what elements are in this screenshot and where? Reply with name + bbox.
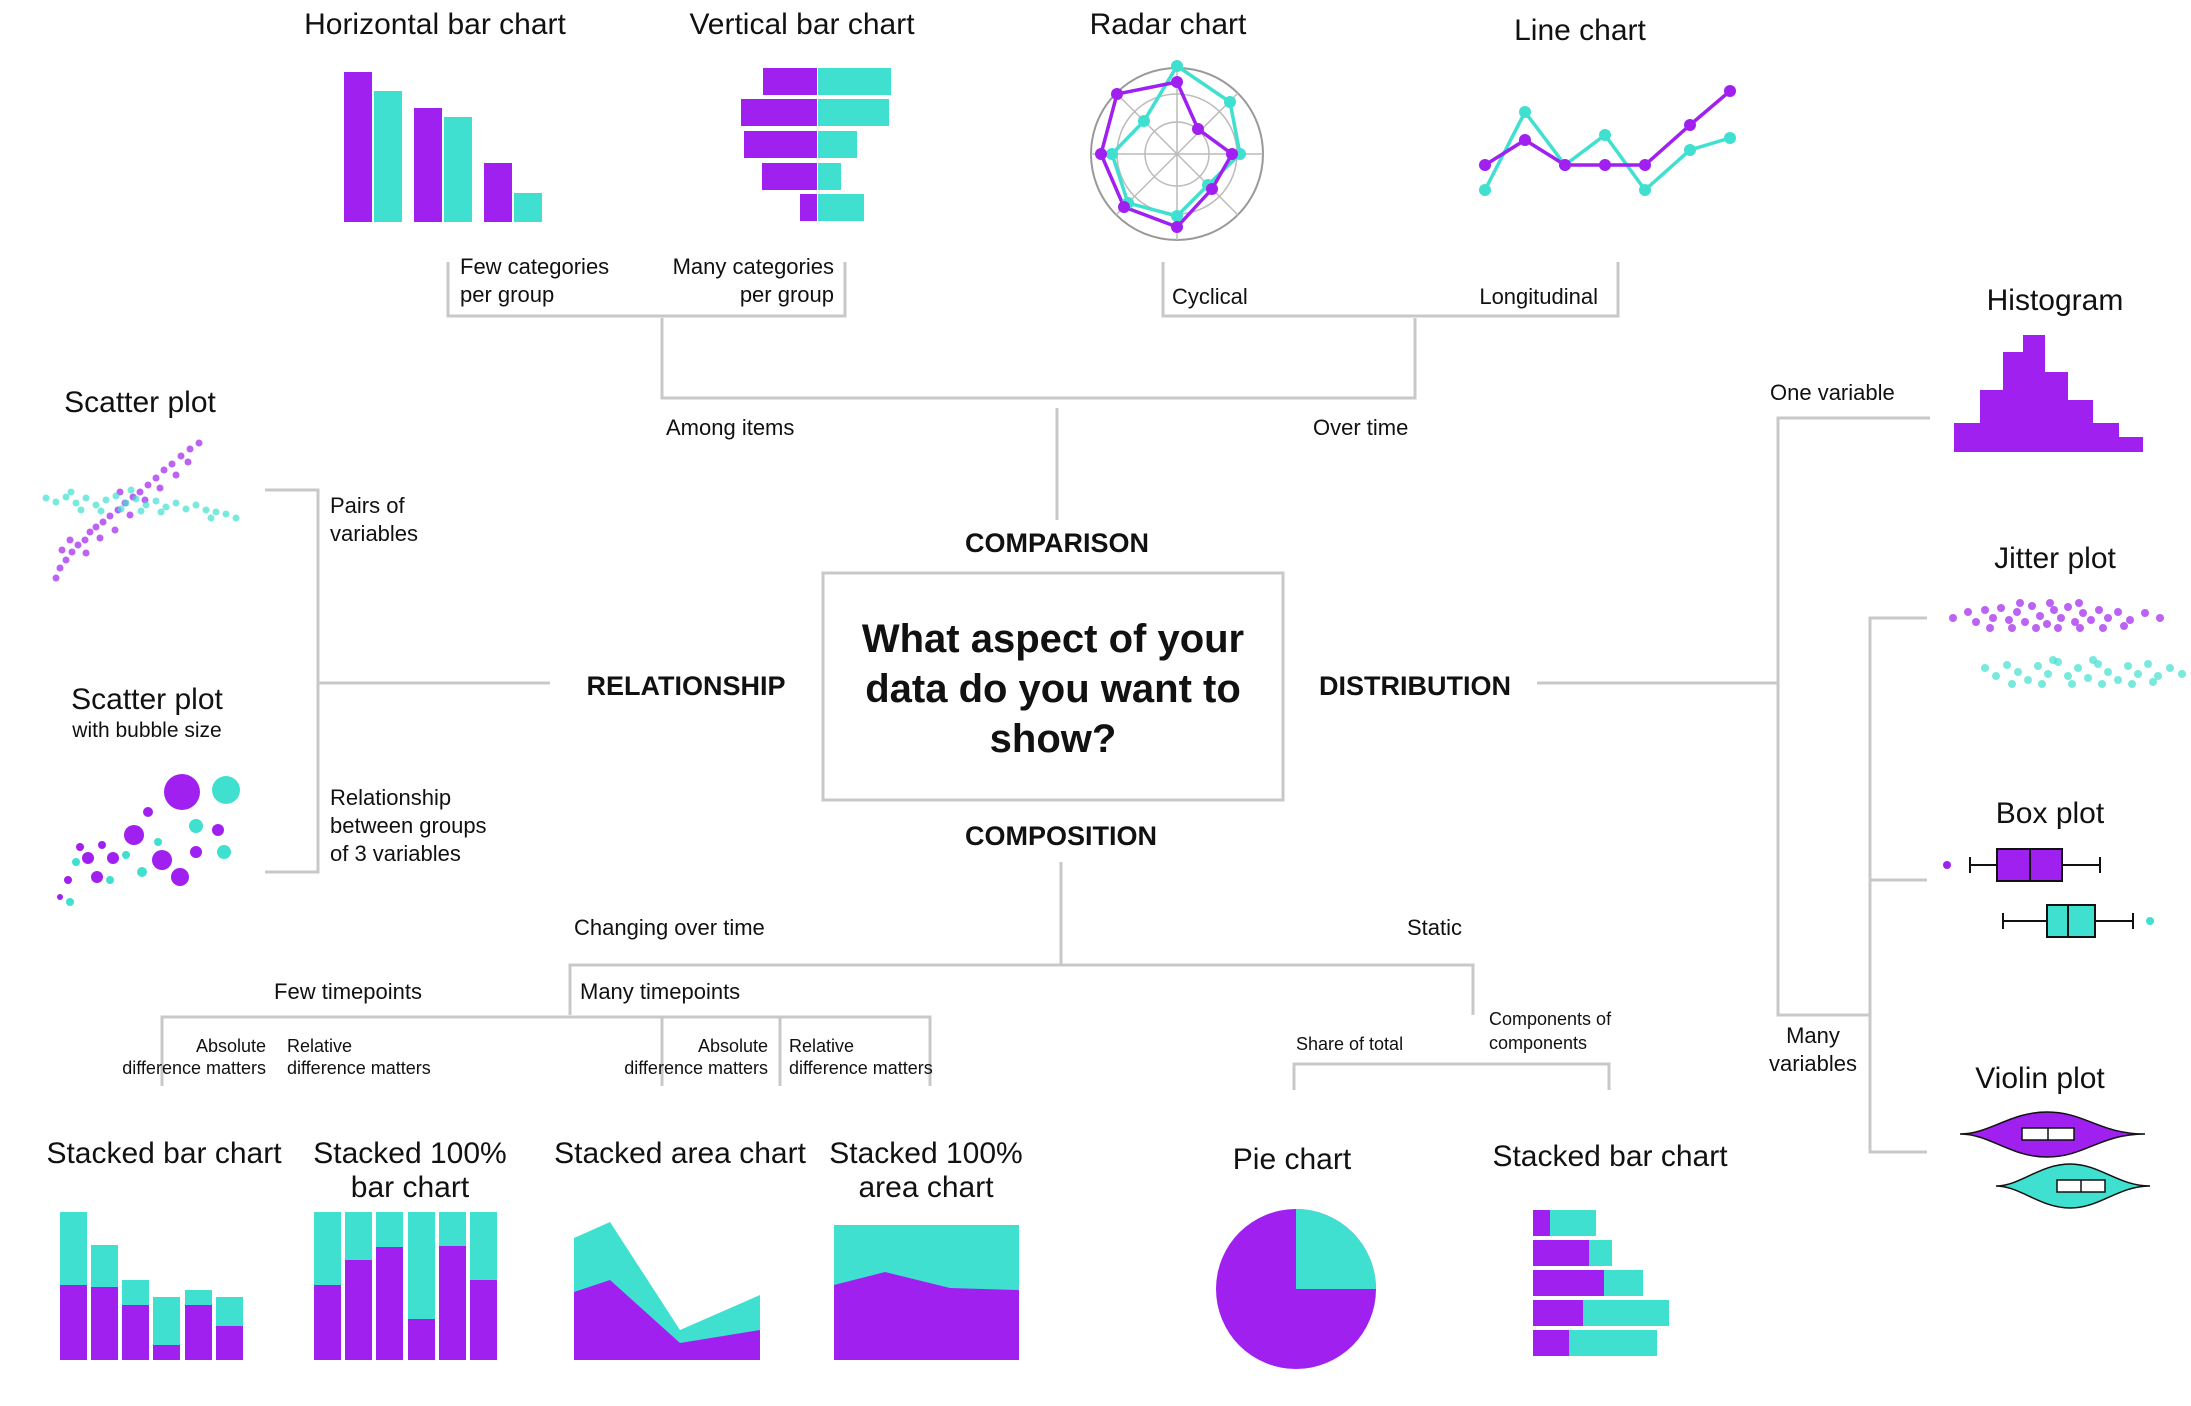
bar: [484, 163, 512, 222]
label-many-absolute-1: Absolute: [698, 1036, 768, 1056]
title-radar-chart: Radar chart: [1090, 8, 1247, 41]
title-stacked-100-area-2: area chart: [858, 1171, 994, 1204]
thumb-stacked-bar-chart-static: Stacked bar chart: [1492, 1140, 1728, 1356]
bar: [514, 193, 542, 222]
bar: [344, 72, 372, 222]
title-stacked-area-chart: Stacked area chart: [554, 1137, 806, 1170]
label-share-of-total: Share of total: [1296, 1034, 1403, 1054]
bar: [744, 131, 817, 158]
label-many-variables-2: variables: [1769, 1051, 1857, 1076]
label-few-absolute-1: Absolute: [196, 1036, 266, 1056]
label-among-items: Among items: [666, 415, 794, 440]
label-components-2: components: [1489, 1033, 1587, 1053]
label-few-timepoints: Few timepoints: [274, 979, 422, 1004]
thumb-violin-plot: Violin plot: [1959, 1062, 2151, 1209]
thumb-box-plot: Box plot: [1943, 797, 2154, 938]
label-one-variable: One variable: [1770, 380, 1895, 405]
thumb-stacked-100-area-chart: Stacked 100% area chart: [829, 1137, 1023, 1360]
bar: [818, 131, 857, 158]
label-few-relative-2: difference matters: [287, 1058, 431, 1078]
label-components-1: Components of: [1489, 1009, 1612, 1029]
subtitle-bubble-scatter: with bubble size: [71, 719, 221, 742]
title-stacked-bar-static: Stacked bar chart: [1492, 1140, 1728, 1173]
question-box: [821, 571, 1285, 802]
label-groups-2: between groups: [330, 813, 487, 838]
category-composition: COMPOSITION: [965, 821, 1157, 851]
bar: [414, 108, 442, 222]
label-many-absolute-2: difference matters: [624, 1058, 768, 1078]
thumb-stacked-bar-chart: Stacked bar chart: [46, 1137, 282, 1360]
label-changing-over-time: Changing over time: [574, 915, 765, 940]
title-stacked-bar-chart: Stacked bar chart: [46, 1137, 282, 1170]
label-groups-1: Relationship: [330, 785, 451, 810]
label-many-categories-2: per group: [740, 282, 834, 307]
label-few-categories-2: per group: [460, 282, 554, 307]
title-scatter-plot: Scatter plot: [64, 386, 216, 419]
label-longitudinal: Longitudinal: [1479, 284, 1598, 309]
label-pairs-1: Pairs of: [330, 493, 405, 518]
title-vertical-bar-chart: Vertical bar chart: [689, 8, 915, 41]
thumb-vertical-bar-chart: Vertical bar chart: [689, 8, 915, 221]
thumb-stacked-area-chart: Stacked area chart: [554, 1137, 807, 1360]
title-jitter-plot: Jitter plot: [1994, 542, 2116, 575]
tree-lines: [160, 262, 1930, 1154]
category-comparison: COMPARISON: [965, 528, 1149, 558]
label-many-relative-2: difference matters: [789, 1058, 933, 1078]
bar: [818, 99, 889, 126]
bar: [741, 99, 817, 126]
title-stacked-100-bar-2: bar chart: [351, 1171, 470, 1204]
title-violin-plot: Violin plot: [1975, 1062, 2105, 1095]
label-many-relative-1: Relative: [789, 1036, 854, 1056]
thumb-stacked-100-bar-chart: Stacked 100% bar chart: [313, 1137, 507, 1360]
category-distribution: DISTRIBUTION: [1319, 671, 1511, 701]
label-over-time: Over time: [1313, 415, 1408, 440]
title-histogram: Histogram: [1987, 284, 2124, 317]
thumb-bubble-scatter-plot: Scatter plot with bubble size: [57, 683, 240, 906]
label-static: Static: [1407, 915, 1462, 940]
label-groups-3: of 3 variables: [330, 841, 461, 866]
thumb-radar-chart: Radar chart: [1090, 8, 1264, 241]
bar: [818, 68, 891, 95]
thumb-line-chart: Line chart: [1479, 14, 1736, 196]
bar: [818, 163, 841, 190]
label-many-timepoints: Many timepoints: [580, 979, 740, 1004]
label-few-relative-1: Relative: [287, 1036, 352, 1056]
bar: [374, 91, 402, 222]
title-box-plot: Box plot: [1996, 797, 2105, 830]
thumb-scatter-plot: Scatter plot: [42, 386, 240, 582]
label-pairs-2: variables: [330, 521, 418, 546]
label-many-variables-1: Many: [1786, 1023, 1840, 1048]
title-horizontal-bar-chart: Horizontal bar chart: [304, 8, 566, 41]
thumb-jitter-plot: Jitter plot: [1949, 542, 2186, 688]
bar: [762, 163, 817, 190]
question-line-2: data do you want to: [865, 667, 1241, 711]
thumb-histogram: Histogram: [1954, 284, 2143, 452]
title-line-chart: Line chart: [1514, 14, 1646, 47]
label-few-categories-1: Few categories: [460, 254, 609, 279]
title-bubble-scatter: Scatter plot: [71, 683, 223, 716]
bar: [818, 194, 864, 221]
label-many-categories-1: Many categories: [673, 254, 834, 279]
question-line-3: show?: [990, 717, 1117, 761]
bar: [763, 68, 817, 95]
title-pie-chart: Pie chart: [1233, 1143, 1352, 1176]
thumb-pie-chart: Pie chart: [1216, 1143, 1376, 1369]
bar: [444, 117, 472, 222]
thumb-horizontal-bar-chart: Horizontal bar chart: [304, 8, 567, 222]
label-cyclical: Cyclical: [1172, 284, 1248, 309]
question-line-1: What aspect of your: [862, 617, 1244, 661]
category-relationship: RELATIONSHIP: [586, 671, 785, 701]
bar: [800, 194, 817, 221]
label-few-absolute-2: difference matters: [122, 1058, 266, 1078]
title-stacked-100-bar-1: Stacked 100%: [313, 1137, 506, 1170]
title-stacked-100-area-1: Stacked 100%: [829, 1137, 1022, 1170]
